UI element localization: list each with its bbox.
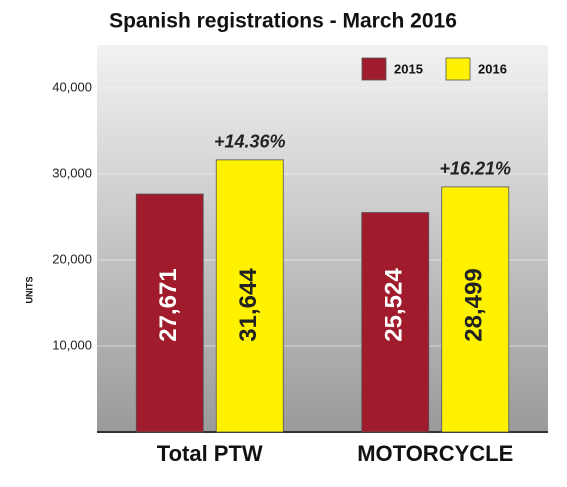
bar [215, 159, 284, 433]
value-label: 25,524 [381, 268, 408, 342]
bar [135, 193, 204, 433]
bar [441, 186, 510, 433]
annotation: +14.36% [214, 132, 286, 152]
chart-title: Spanish registrations - March 2016 [109, 10, 457, 33]
y-tick-label: 20,000 [52, 251, 92, 266]
legend-swatch [445, 57, 471, 81]
bar [361, 212, 430, 433]
y-tick-label: 10,000 [52, 337, 92, 352]
value-label: 27,671 [155, 268, 182, 341]
x-tick-label: Total PTW [157, 441, 263, 466]
legend-label: 2015 [394, 61, 423, 76]
x-tick-label: MOTORCYCLE [357, 441, 513, 466]
y-tick-label: 40,000 [52, 79, 92, 94]
value-label: 31,644 [235, 268, 262, 342]
value-label: 28,499 [461, 268, 488, 341]
annotation: +16.21% [439, 159, 511, 179]
legend-swatch [361, 57, 387, 81]
legend-label: 2016 [478, 61, 507, 76]
y-axis-label: UNITS [24, 277, 34, 304]
y-tick-label: 30,000 [52, 165, 92, 180]
